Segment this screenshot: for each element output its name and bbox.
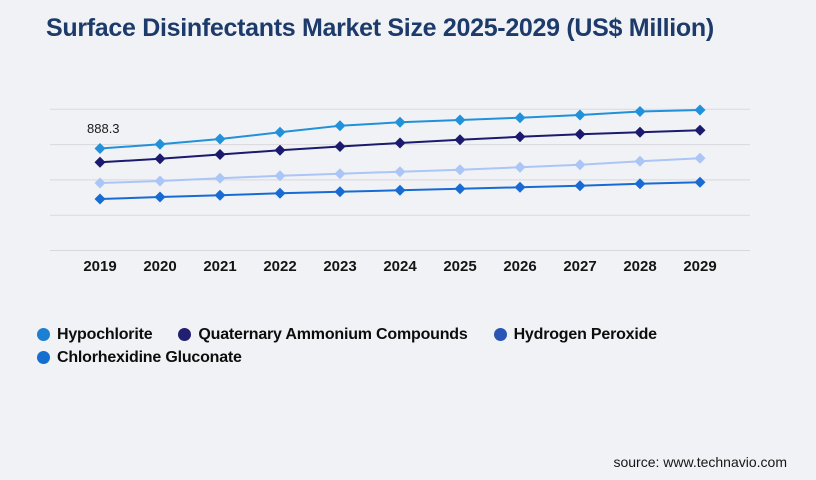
data-point-marker-hypochlorite [514,112,526,124]
x-axis-label: 2019 [83,258,116,275]
legend-label: Hypochlorite [57,325,153,343]
data-point-marker-chlorhexidine-gluconate [694,176,706,188]
data-point-marker-hypochlorite [214,133,226,145]
legend-item-quaternary-ammonium-compounds: Quaternary Ammonium Compounds [178,323,468,346]
data-point-marker-quaternary-ammonium-compounds [334,140,346,152]
data-point-marker-chlorhexidine-gluconate [574,180,586,192]
legend-marker-icon [178,328,192,341]
legend-label: Hydrogen Peroxide [513,325,658,343]
data-point-marker-hydrogen-peroxide [154,175,166,187]
x-axis-label: 2023 [323,258,356,275]
data-point-marker-quaternary-ammonium-compounds [514,131,526,143]
data-point-marker-quaternary-ammonium-compounds [274,144,286,156]
legend-item-hypochlorite: Hypochlorite [37,323,153,346]
x-axis-label: 2025 [443,258,476,275]
legend-marker-icon [37,328,50,341]
x-axis-label: 2021 [203,258,236,275]
legend-label: Quaternary Ammonium Compounds [198,325,468,343]
legend-marker-icon [37,351,50,364]
data-point-marker-hydrogen-peroxide [274,170,286,182]
data-point-marker-quaternary-ammonium-compounds [574,128,586,140]
data-point-marker-hypochlorite [334,120,346,132]
x-axis-label: 2028 [623,258,656,275]
data-point-marker-hydrogen-peroxide [94,177,106,189]
data-point-marker-hydrogen-peroxide [334,168,346,180]
data-point-marker-hydrogen-peroxide [514,161,526,173]
data-point-marker-hydrogen-peroxide [214,172,226,184]
data-point-marker-quaternary-ammonium-compounds [454,134,466,146]
legend-label: Chlorhexidine Gluconate [57,348,242,366]
x-axis-label: 2027 [563,258,596,275]
data-point-marker-hydrogen-peroxide [454,164,466,176]
data-point-marker-hypochlorite [574,109,586,121]
data-point-marker-hypochlorite [694,104,706,116]
data-point-marker-hypochlorite [394,116,406,128]
x-axis-label: 2024 [383,258,417,275]
data-point-marker-chlorhexidine-gluconate [514,181,526,193]
x-axis-label: 2026 [503,258,536,275]
data-point-marker-hydrogen-peroxide [574,159,586,171]
data-point-marker-hydrogen-peroxide [694,152,706,164]
data-point-marker-quaternary-ammonium-compounds [394,137,406,149]
legend-item-hydrogen-peroxide: Hydrogen Peroxide [493,323,658,346]
data-point-marker-quaternary-ammonium-compounds [694,124,706,136]
legend-marker-icon [493,328,507,341]
data-point-marker-quaternary-ammonium-compounds [154,153,166,165]
data-point-marker-hypochlorite [274,126,286,138]
data-point-label: 888.3 [87,121,120,136]
page-title: Surface Disinfectants Market Size 2025-2… [46,14,714,42]
data-point-marker-chlorhexidine-gluconate [394,184,406,196]
x-axis-label: 2020 [143,258,176,275]
data-point-marker-chlorhexidine-gluconate [154,191,166,203]
x-axis-label: 2022 [263,258,296,275]
legend-row: Chlorhexidine Gluconate [37,346,797,369]
data-point-marker-chlorhexidine-gluconate [334,186,346,198]
data-point-marker-chlorhexidine-gluconate [634,178,646,190]
data-point-marker-hypochlorite [634,105,646,117]
chart-legend: Hypochlorite Quaternary Ammonium Compoun… [37,323,797,369]
data-point-marker-chlorhexidine-gluconate [94,193,106,205]
source-attribution: source: www.technavio.com [613,454,787,470]
data-point-marker-hydrogen-peroxide [634,155,646,167]
data-point-marker-hypochlorite [454,114,466,126]
data-point-marker-chlorhexidine-gluconate [454,183,466,195]
data-point-marker-hypochlorite [94,142,106,154]
data-point-marker-quaternary-ammonium-compounds [634,126,646,138]
data-point-marker-hypochlorite [154,138,166,150]
data-point-marker-quaternary-ammonium-compounds [94,156,106,168]
legend-item-chlorhexidine-gluconate: Chlorhexidine Gluconate [37,346,242,369]
legend-row: Hypochlorite Quaternary Ammonium Compoun… [37,323,797,346]
data-point-marker-chlorhexidine-gluconate [274,187,286,199]
data-point-marker-chlorhexidine-gluconate [214,189,226,201]
x-axis-label: 2029 [683,258,716,275]
data-point-marker-quaternary-ammonium-compounds [214,149,226,161]
line-chart: 2019 2020 2021 2022 2023 2024 2025 2026 2027 2028… [50,104,750,275]
data-point-marker-hydrogen-peroxide [394,166,406,178]
